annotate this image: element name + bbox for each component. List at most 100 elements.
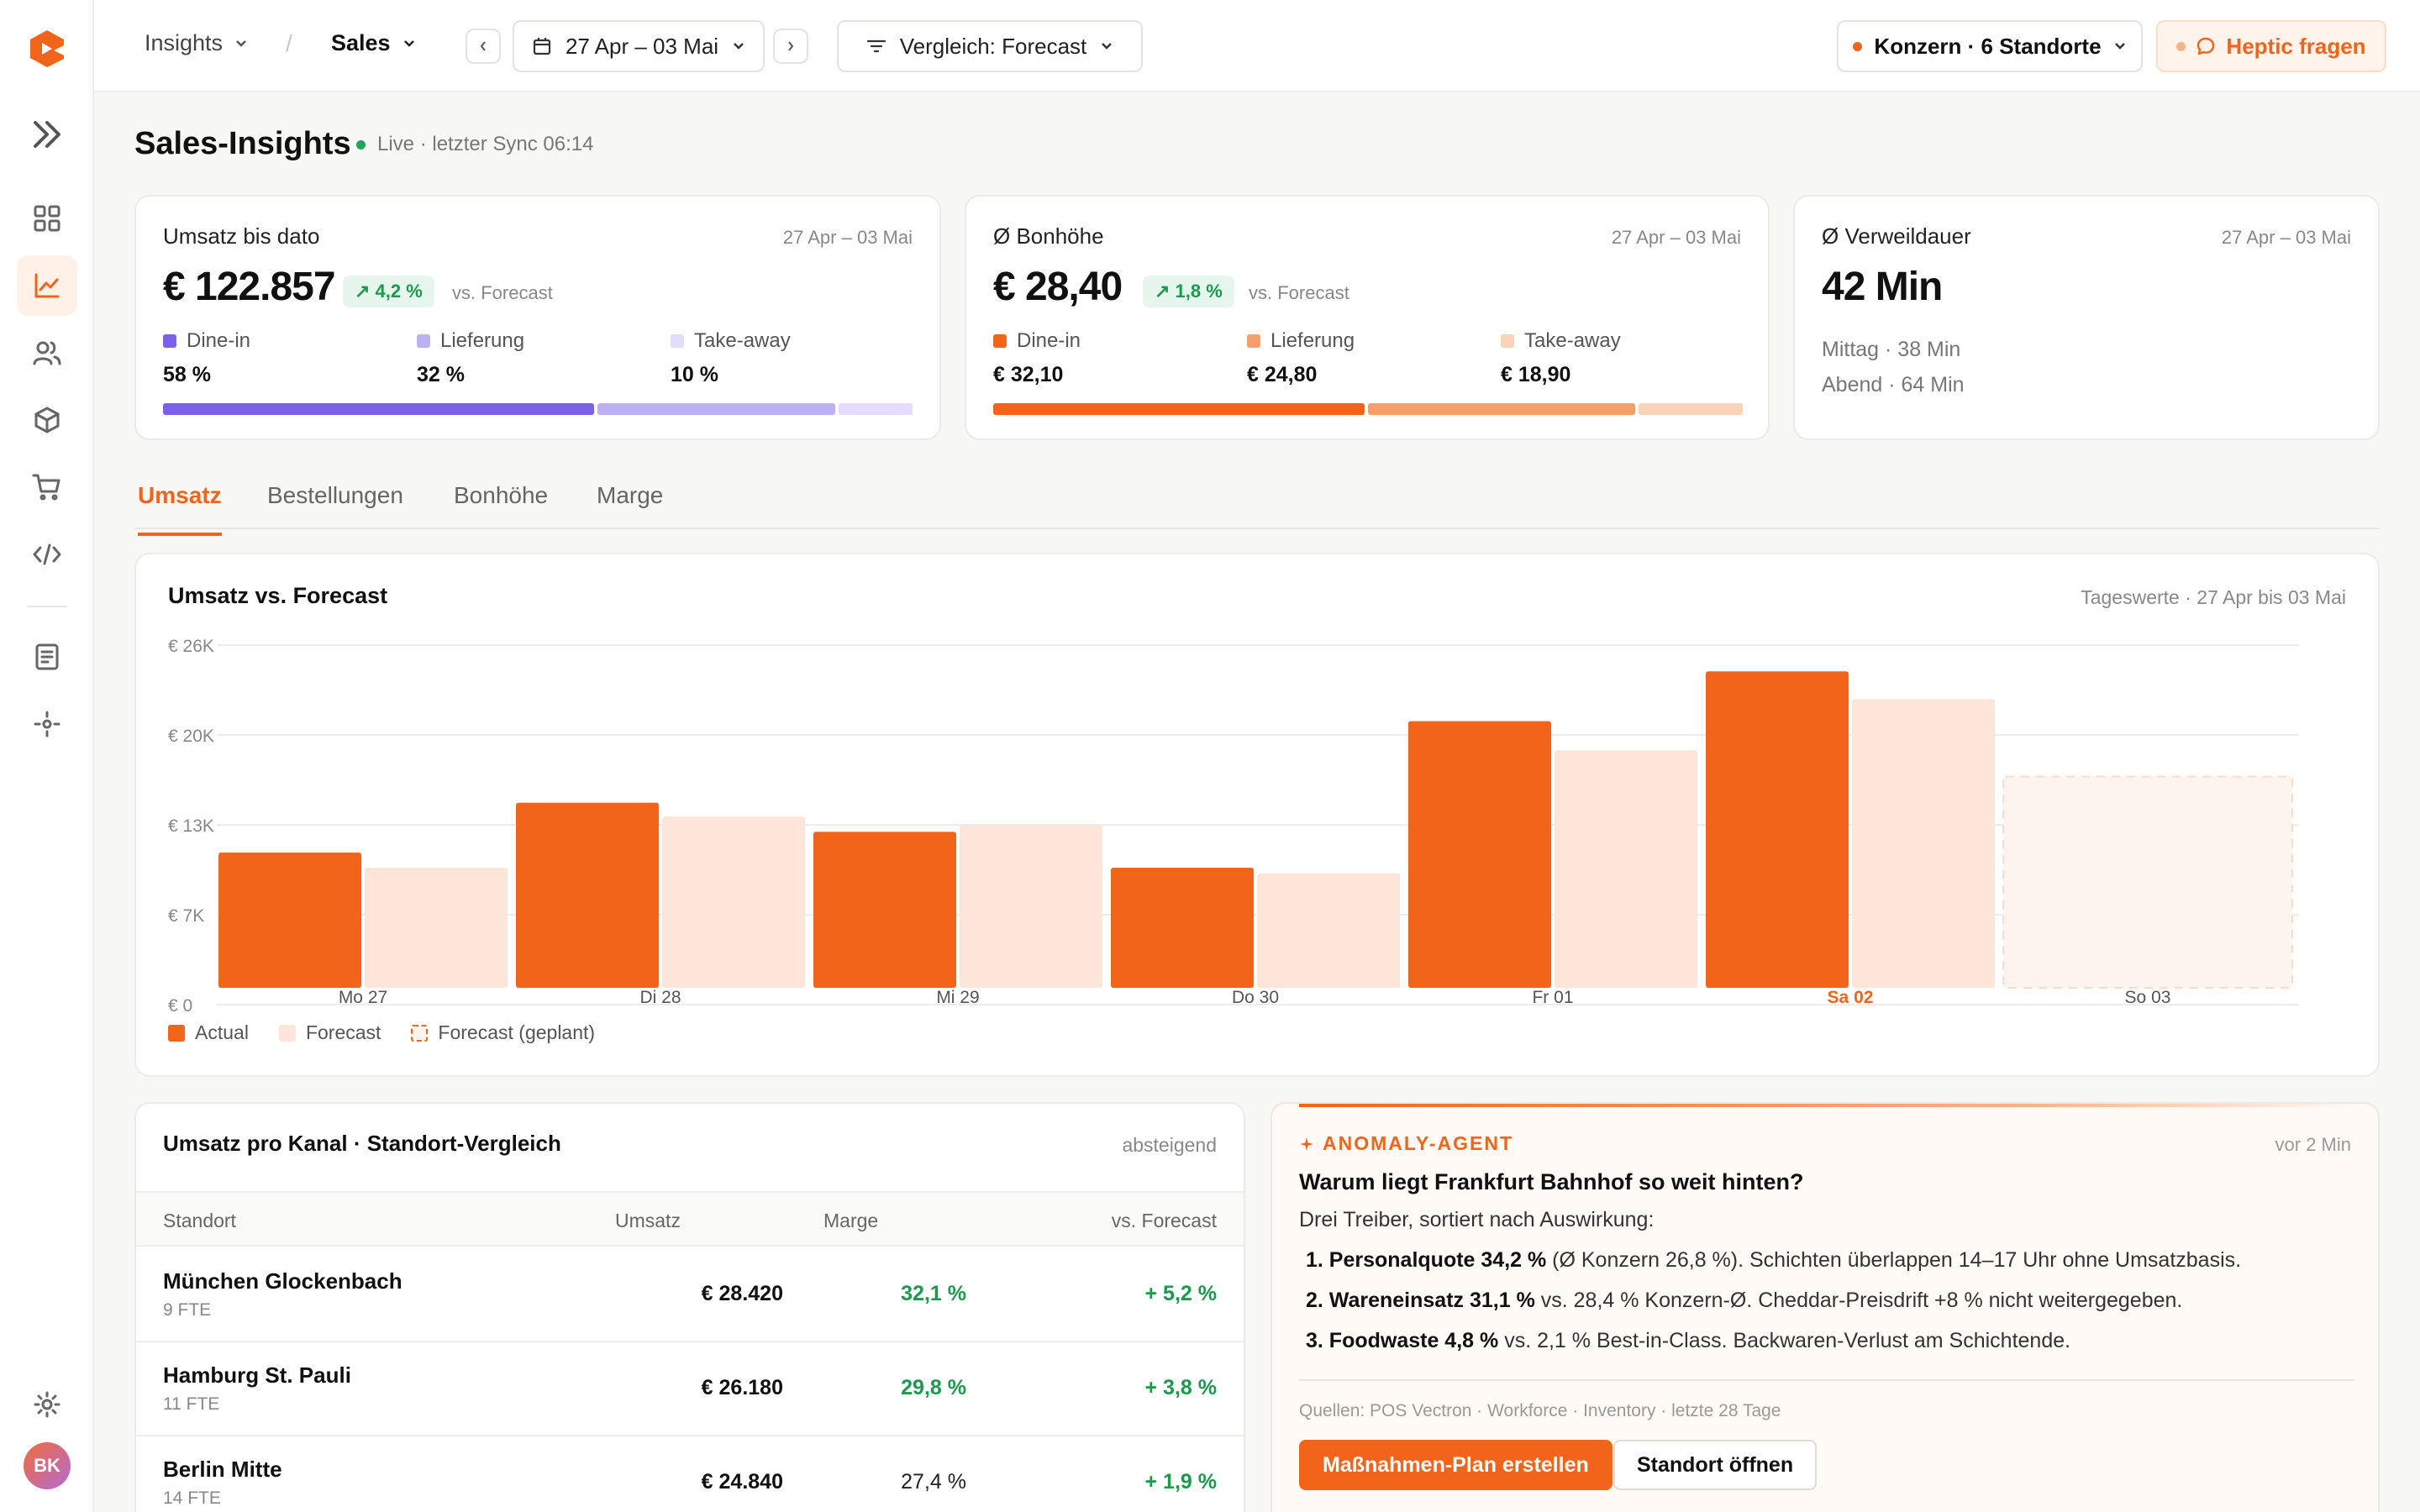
kpi-vs-label: vs. Forecast — [452, 282, 553, 303]
driver-text: vs. 2,1 % Best-in-Class. Backwaren-Verlu… — [1498, 1329, 2071, 1352]
date-range-label: 27 Apr – 03 Mai — [565, 33, 719, 59]
expand-sidebar-icon[interactable] — [17, 104, 77, 165]
kpi-date: 27 Apr – 03 Mai — [2221, 227, 2351, 248]
code-icon[interactable] — [17, 524, 77, 585]
revenue-chart-card: Umsatz vs. Forecast Tageswerte · 27 Apr … — [134, 553, 2380, 1077]
filter-icon — [866, 39, 886, 53]
segment-bar-part — [597, 403, 835, 415]
cart-icon[interactable] — [17, 457, 77, 517]
dashboard-icon[interactable] — [17, 188, 77, 249]
segment-bar-part — [838, 403, 913, 415]
tab-bestellungen[interactable]: Bestellungen — [267, 482, 403, 508]
date-range-picker[interactable]: 27 Apr – 03 Mai — [513, 20, 765, 72]
x-tick-label: Mi 29 — [936, 988, 979, 1007]
kpi-value: € 122.857 — [163, 265, 336, 309]
segment-label: Take-away — [1524, 329, 1621, 352]
segment-value: 32 % — [417, 363, 465, 386]
segment-legend: Dine-in — [993, 329, 1081, 353]
compare-label: Vergleich: Forecast — [899, 33, 1087, 59]
column-header-vs-forecast[interactable]: vs. Forecast — [1111, 1210, 1217, 1231]
sparkle-icon — [1300, 1137, 1313, 1151]
scope-dropdown[interactable]: Konzern · 6 Standorte — [1837, 20, 2143, 72]
settings-icon[interactable] — [17, 1374, 77, 1435]
ai-status-dot — [2176, 41, 2186, 51]
location-margin: 29,8 % — [901, 1376, 966, 1399]
page-title: Sales-Insights — [134, 126, 351, 161]
table-row[interactable]: Berlin Mitte 14 FTE € 24.840 27,4 % + 1,… — [136, 1436, 1244, 1512]
location-vs-forecast: + 5,2 % — [1144, 1282, 1217, 1305]
tab-marge[interactable]: Marge — [597, 482, 664, 508]
breadcrumb-insights-label: Insights — [145, 30, 224, 55]
kpi-label: Ø Verweildauer — [1822, 223, 1971, 249]
table-row[interactable]: Hamburg St. Pauli 11 FTE € 26.180 29,8 %… — [136, 1342, 1244, 1436]
revenue-bar-chart: € 0 € 7K € 13K € 20K € 26K Mo 27 Di 28 Mi 29 Do … — [168, 637, 2299, 1016]
anomaly-agent-card: ANOMALY-AGENT vor 2 Min Warum liegt Fran… — [1270, 1102, 2380, 1512]
bar-forecast — [1555, 750, 1697, 988]
prev-range-button[interactable] — [466, 29, 501, 64]
anomaly-driver: 3. Foodwaste 4,8 % vs. 2,1 % Best-in-Cla… — [1306, 1329, 2070, 1353]
column-header-standort[interactable]: Standort — [163, 1210, 236, 1231]
breadcrumb-insights[interactable]: Insights — [145, 30, 248, 56]
segment-swatch — [993, 334, 1007, 348]
legend-swatch — [168, 1024, 185, 1042]
inventory-box-icon[interactable] — [17, 390, 77, 450]
kpi-vs-label: vs. Forecast — [1249, 282, 1349, 303]
kpi-date: 27 Apr – 03 Mai — [782, 227, 913, 248]
location-name: Berlin Mitte — [163, 1457, 282, 1482]
segment-label: Dine-in — [187, 329, 251, 352]
anomaly-time: vor 2 Min — [2275, 1134, 2351, 1155]
users-icon[interactable] — [17, 323, 77, 383]
integrations-icon[interactable] — [17, 694, 77, 754]
location-name: Hamburg St. Pauli — [163, 1362, 351, 1388]
dwell-evening: Abend · 64 Min — [1822, 373, 1965, 396]
segment-legend: Take-away — [671, 329, 791, 353]
create-action-plan-button[interactable]: Maßnahmen-Plan erstellen — [1299, 1440, 1612, 1490]
kpi-label: Umsatz bis dato — [163, 223, 320, 249]
sync-status: Live · letzter Sync 06:14 — [356, 133, 593, 156]
anomaly-accent-line — [1299, 1104, 2358, 1107]
avatar[interactable]: BK — [24, 1442, 71, 1489]
legend-label: Forecast (geplant) — [438, 1021, 596, 1043]
ask-heptic-button[interactable]: Heptic fragen — [2156, 20, 2386, 72]
bar-actual — [813, 832, 956, 988]
bar-forecast — [1852, 699, 1995, 988]
logo-icon[interactable] — [29, 29, 66, 69]
segment-bar-part — [993, 403, 1365, 415]
tab-bonhoehe[interactable]: Bonhöhe — [454, 482, 549, 508]
x-tick-label: Mo 27 — [339, 988, 387, 1007]
compare-dropdown[interactable]: Vergleich: Forecast — [837, 20, 1143, 72]
scope-status-dot — [1853, 41, 1863, 51]
anomaly-tag-label: ANOMALY-AGENT — [1323, 1132, 1514, 1154]
bar-actual — [516, 802, 659, 988]
scope-label: Konzern · 6 Standorte — [1874, 33, 2102, 59]
next-range-button[interactable] — [773, 29, 808, 64]
segment-legend: Lieferung — [1247, 329, 1355, 353]
segment-swatch — [163, 334, 176, 348]
segment-bar — [993, 403, 1743, 415]
kpi-card-avg-ticket: Ø Bonhöhe 27 Apr – 03 Mai € 28,40 ↗ 1,8 … — [965, 195, 1770, 440]
chart-legend: Actual Forecast Forecast (geplant) — [168, 1021, 595, 1044]
anomaly-tag: ANOMALY-AGENT — [1299, 1132, 1513, 1155]
location-revenue: € 24.840 — [701, 1470, 783, 1494]
location-name: München Glockenbach — [163, 1268, 402, 1294]
calendar-icon — [533, 38, 551, 55]
column-header-marge[interactable]: Marge — [823, 1210, 879, 1231]
kpi-card-dwell-time: Ø Verweildauer 27 Apr – 03 Mai 42 Min Mi… — [1793, 195, 2380, 440]
bar-actual — [1706, 671, 1849, 988]
table-sort-toggle[interactable]: absteigend — [1122, 1134, 1217, 1156]
column-header-umsatz[interactable]: Umsatz — [615, 1210, 681, 1231]
open-location-button[interactable]: Standort öffnen — [1613, 1440, 1818, 1490]
breadcrumb-sales[interactable]: Sales — [331, 30, 416, 56]
anomaly-question: Warum liegt Frankfurt Bahnhof so weit hi… — [1299, 1169, 1804, 1194]
live-dot — [356, 139, 366, 150]
driver-title: 3. Foodwaste 4,8 % — [1306, 1329, 1499, 1352]
document-icon[interactable] — [17, 627, 77, 687]
y-tick-label: € 20K — [168, 727, 214, 746]
driver-title: 2. Wareneinsatz 31,1 % — [1306, 1289, 1535, 1312]
chat-bubble-icon — [2197, 37, 2215, 55]
legend-actual: Actual — [168, 1021, 249, 1044]
tab-umsatz[interactable]: Umsatz — [138, 482, 222, 536]
segment-bar-part — [1639, 403, 1743, 415]
table-row[interactable]: München Glockenbach 9 FTE € 28.420 32,1 … — [136, 1248, 1244, 1342]
insights-chart-icon[interactable] — [17, 255, 77, 316]
